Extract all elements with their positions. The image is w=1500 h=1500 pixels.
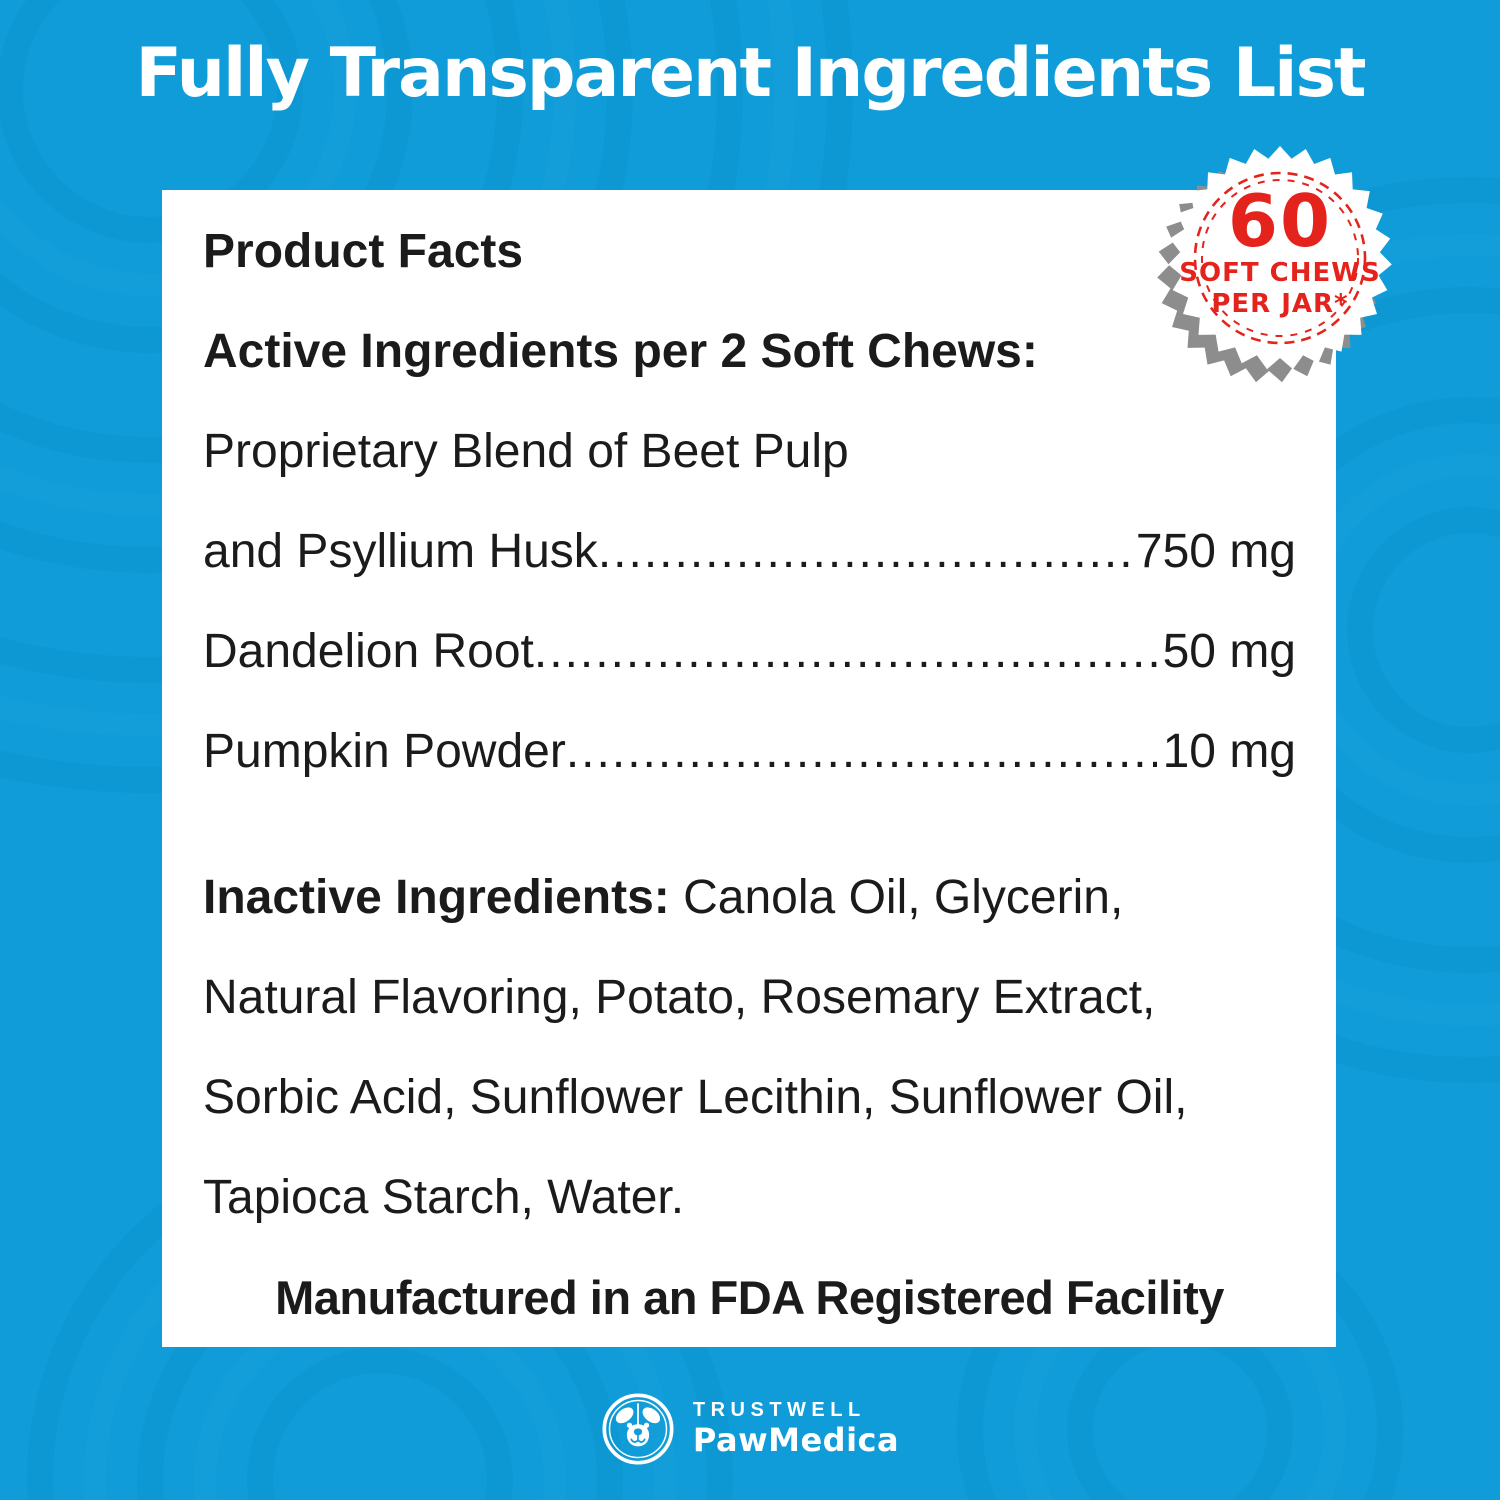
active-ingredient-line: Dandelion Root..........................… — [203, 602, 1296, 702]
ingredient-amount: 10 mg — [1162, 725, 1296, 778]
dog-face-logo-icon — [602, 1393, 674, 1465]
manufactured-note: Manufactured in an FDA Registered Facili… — [275, 1271, 1224, 1324]
inactive-ingredients-line: Inactive Ingredients: Canola Oil, Glycer… — [203, 848, 1296, 948]
brand-name-top: TRUSTWELL — [692, 1399, 866, 1421]
ingredient-amount: 50 mg — [1162, 625, 1296, 678]
starburst-seal-icon — [1157, 146, 1392, 383]
dot-leader: ........................................… — [533, 625, 1157, 678]
ingredient-amount: 750 mg — [1135, 525, 1296, 578]
inactive-ingredients-line: Tapioca Starch, Water. — [203, 1171, 685, 1224]
ingredient-name: Dandelion Root — [203, 625, 534, 678]
product-facts-card: Product Facts Active Ingredients per 2 S… — [162, 190, 1336, 1347]
dot-leader: ........................................… — [565, 725, 1157, 778]
badge-line1: SOFT CHEWS — [1179, 258, 1381, 288]
badge-line2: PER JAR* — [1211, 289, 1349, 319]
product-facts-heading: Product Facts — [203, 225, 524, 278]
active-ingredients-heading: Active Ingredients per 2 Soft Chews: — [203, 325, 1038, 378]
inactive-ingredients-line: Natural Flavoring, Potato, Rosemary Extr… — [203, 971, 1156, 1024]
soft-chews-badge: 60 SOFT CHEWS PER JAR* — [1150, 128, 1410, 388]
active-ingredient-line: Pumpkin Powder..........................… — [203, 702, 1296, 802]
page-title: Fully Transparent Ingredients List — [135, 34, 1367, 113]
ingredient-name: and Psyllium Husk — [203, 525, 598, 578]
inactive-ingredients-label: Inactive Ingredients: — [203, 871, 670, 924]
dot-leader: ........................................… — [597, 525, 1130, 578]
active-ingredient-line: Proprietary Blend of Beet Pulp — [203, 425, 849, 478]
brand-name-bottom: PawMedica — [692, 1421, 900, 1459]
inactive-ingredients-line: Sorbic Acid, Sunflower Lecithin, Sunflow… — [203, 1071, 1188, 1124]
badge-count: 60 — [1227, 179, 1333, 263]
brand-logo: TRUSTWELL PawMedica — [0, 1392, 1500, 1466]
inactive-ingredients-text: Canola Oil, Glycerin, — [669, 871, 1124, 924]
ingredient-name: Pumpkin Powder — [203, 725, 566, 778]
active-ingredient-line: and Psyllium Husk.......................… — [203, 502, 1296, 602]
